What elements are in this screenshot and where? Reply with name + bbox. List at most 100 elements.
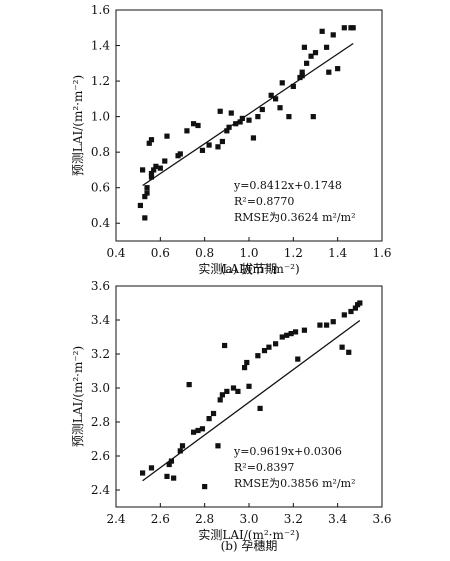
data-point <box>323 44 330 50</box>
data-point <box>233 121 239 127</box>
panel-b: 2.4 2.6 2.8 3.0 3.2 3.4 3.6 2.4 2.6 2.8 3.0 3.2 3.4 3… <box>71 279 392 553</box>
regression-line <box>142 319 361 482</box>
data-point <box>339 344 345 350</box>
data-point <box>217 397 223 403</box>
data-point <box>290 83 296 90</box>
data-point <box>241 365 248 371</box>
data-point <box>350 25 356 31</box>
y-tick-label: 2.8 <box>91 415 110 429</box>
data-point <box>255 114 261 120</box>
data-point <box>190 429 197 435</box>
x-axis-title: 实测LAI/(m²·m⁻²) <box>198 261 299 276</box>
y-tick-label: 2.6 <box>91 449 110 463</box>
data-point <box>195 122 201 129</box>
x-tick-label: 1.2 <box>284 246 303 260</box>
data-point <box>137 202 143 209</box>
data-point <box>168 458 175 464</box>
x-axis-title: 实测LAI/(m²·m⁻²) <box>198 527 299 542</box>
x-tick-label: 2.6 <box>151 512 170 526</box>
x-tick-label: 3.4 <box>328 512 347 526</box>
data-point <box>279 80 285 86</box>
x-tick-label: 3.6 <box>372 512 391 526</box>
data-point <box>330 32 336 38</box>
data-point <box>195 427 201 434</box>
y-tick-label: 1.2 <box>91 74 110 88</box>
data-point <box>246 117 252 123</box>
data-point <box>277 105 283 111</box>
y-tick-label: 0.4 <box>91 216 110 230</box>
data-point <box>164 133 170 139</box>
data-point <box>206 416 212 422</box>
y-tick-label: 1.6 <box>91 3 110 17</box>
y-axis-title: 预测LAI/(m²·m⁻²) <box>71 75 85 176</box>
data-point <box>323 322 330 328</box>
y-tick-label: 3.2 <box>91 347 110 361</box>
data-point <box>151 167 157 173</box>
annotation-line-3: RMSE为0.3624 m²/m² <box>234 211 355 224</box>
y-tick-label: 3.0 <box>91 381 110 395</box>
x-tick-label: 3.0 <box>239 512 258 526</box>
annotation-line-1: y=0.9619x+0.0306 <box>233 445 342 458</box>
data-point <box>224 128 230 134</box>
y-tick-label: 3.6 <box>91 279 110 293</box>
data-point <box>148 465 155 471</box>
y-tick-label: 1.4 <box>91 39 110 53</box>
data-point <box>295 356 301 362</box>
data-point <box>144 185 150 191</box>
data-point <box>148 137 155 143</box>
data-point <box>357 300 363 306</box>
data-point <box>202 484 208 490</box>
data-point <box>148 174 155 180</box>
x-tick-label: 3.2 <box>284 512 303 526</box>
data-point <box>317 322 323 328</box>
data-point <box>184 128 190 134</box>
data-point <box>330 319 336 325</box>
y-tick-label: 3.4 <box>91 313 110 327</box>
data-point <box>230 385 237 391</box>
annotation-line-2: R²=0.8397 <box>234 461 294 474</box>
data-point <box>171 475 177 481</box>
data-point <box>284 332 290 338</box>
data-point <box>250 135 257 141</box>
data-point <box>261 348 268 354</box>
data-point <box>162 158 168 164</box>
data-point <box>148 170 155 177</box>
data-point <box>140 167 146 173</box>
data-point <box>335 66 341 72</box>
annotation-line-3: RMSE为0.3856 m²/m² <box>234 477 355 490</box>
x-tick-label: 1.6 <box>372 246 391 260</box>
x-tick-label: 2.8 <box>195 512 214 526</box>
data-point <box>177 151 183 157</box>
y-tick-label: 2.4 <box>91 483 110 497</box>
x-tick-label: 1.4 <box>328 246 347 260</box>
data-point <box>166 461 172 468</box>
panel-caption: (b) 孕穗期 <box>221 539 278 553</box>
data-point <box>273 341 279 347</box>
x-tick-label: 0.4 <box>106 246 125 260</box>
panel-caption: (a) 拔节期 <box>221 261 277 276</box>
data-point <box>215 144 221 150</box>
x-tick-label: 0.6 <box>151 246 170 260</box>
data-point <box>348 308 354 315</box>
data-point <box>177 448 183 454</box>
data-point <box>219 392 225 398</box>
data-point <box>341 312 347 318</box>
y-axis-title: 预测LAI/(m²·m⁻²) <box>71 346 85 447</box>
data-point <box>257 405 263 411</box>
data-point <box>299 73 305 79</box>
data-point <box>140 470 146 476</box>
data-point <box>292 329 299 335</box>
data-point <box>310 114 316 120</box>
data-point <box>199 426 206 432</box>
data-point <box>228 110 234 116</box>
data-point <box>341 25 347 31</box>
data-point <box>157 165 163 171</box>
panel-a: 0.4 0.6 0.8 1.0 1.2 1.4 1.6 0.4 0.6 0.8 1.0 1.2 1.4 1… <box>71 3 392 276</box>
data-point <box>186 382 192 388</box>
data-point <box>237 119 243 125</box>
data-point <box>301 327 308 333</box>
y-tick-label: 1.0 <box>91 110 110 124</box>
data-point <box>144 190 150 196</box>
data-point <box>210 410 217 417</box>
